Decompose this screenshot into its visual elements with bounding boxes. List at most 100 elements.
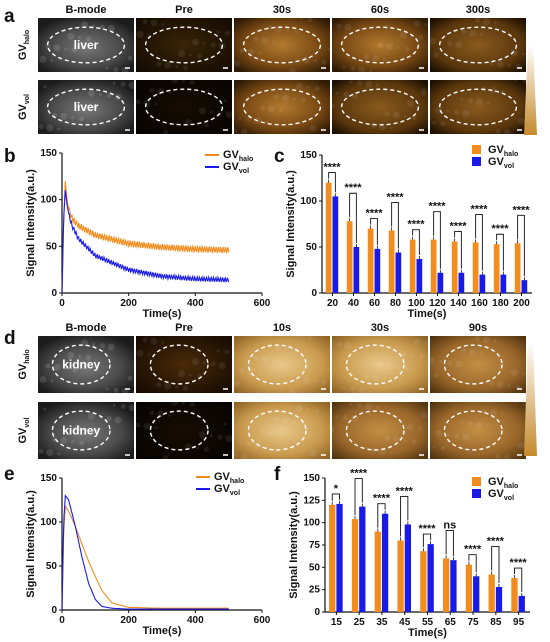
speckle bbox=[36, 16, 40, 20]
speckle bbox=[343, 414, 349, 420]
speckle bbox=[210, 361, 216, 367]
legend-label-vol-main: GV bbox=[214, 483, 231, 495]
bar-GVvol-20 bbox=[332, 196, 339, 293]
speckle bbox=[64, 47, 68, 51]
legend-label-vol-main: GV bbox=[223, 161, 240, 173]
roi-ellipse bbox=[340, 88, 420, 126]
speckle bbox=[342, 65, 346, 69]
speckle bbox=[488, 380, 494, 386]
speckle bbox=[106, 416, 112, 422]
speckle bbox=[218, 361, 226, 369]
intensity-scale-a bbox=[524, 45, 537, 135]
speckle bbox=[217, 434, 223, 440]
significance-bracket bbox=[412, 229, 420, 255]
significance-bracket bbox=[370, 218, 378, 245]
significance-label: **** bbox=[510, 557, 528, 569]
speckle bbox=[272, 40, 276, 44]
bar-GVvol-35 bbox=[381, 513, 389, 612]
speckle bbox=[382, 57, 386, 61]
speckle bbox=[127, 55, 133, 61]
speckle bbox=[517, 117, 525, 125]
x-axis-label: Time(s) bbox=[408, 308, 447, 320]
bar-GVvol-140 bbox=[458, 272, 465, 293]
speckle bbox=[64, 367, 68, 371]
speckle bbox=[306, 85, 310, 89]
speckle bbox=[265, 444, 269, 448]
column-header-90s: 90s bbox=[469, 322, 487, 334]
speckle bbox=[274, 93, 280, 99]
bar-GVvol-120 bbox=[437, 272, 444, 293]
y-tick-label: 150 bbox=[303, 473, 320, 484]
speckle bbox=[521, 372, 525, 376]
speckle bbox=[314, 85, 320, 91]
significance-bracket bbox=[496, 233, 504, 271]
legend-label-halo-main: GV bbox=[488, 144, 505, 156]
series-line-GVvol bbox=[61, 190, 230, 294]
speckle bbox=[164, 61, 172, 69]
significance-label: **** bbox=[323, 162, 341, 174]
speckle bbox=[149, 410, 155, 416]
legend-swatch-halo bbox=[472, 145, 481, 154]
roi-ellipse bbox=[340, 26, 420, 64]
speckle bbox=[39, 55, 47, 63]
speckle bbox=[382, 378, 386, 382]
speckle bbox=[351, 92, 359, 100]
speckle bbox=[384, 111, 390, 117]
speckle bbox=[113, 387, 119, 393]
significance-bracket bbox=[422, 533, 432, 548]
speckle bbox=[389, 126, 393, 130]
speckle bbox=[496, 60, 504, 68]
speckle bbox=[127, 375, 133, 381]
row-label-sub: vol bbox=[24, 417, 31, 427]
row-label-halo: GVhalo bbox=[17, 349, 31, 379]
bar-GVhalo-85 bbox=[488, 574, 495, 612]
bar-GVvol-80 bbox=[395, 252, 402, 293]
speckle bbox=[120, 403, 126, 409]
legend-swatch-vol bbox=[472, 489, 481, 498]
row-label-main: GV bbox=[17, 44, 29, 61]
ultrasound-image bbox=[430, 18, 526, 72]
roi-ellipse bbox=[242, 88, 322, 126]
speckle bbox=[475, 336, 481, 342]
speckle bbox=[335, 91, 339, 95]
roi-ellipse bbox=[345, 410, 405, 451]
speckle bbox=[358, 386, 366, 394]
significance-bracket bbox=[331, 493, 340, 501]
roi-ellipse bbox=[149, 344, 209, 385]
speckle bbox=[350, 386, 356, 392]
speckle bbox=[128, 404, 136, 412]
speckle bbox=[349, 402, 353, 406]
speckle bbox=[188, 373, 192, 377]
speckle bbox=[343, 92, 349, 98]
legend-swatch-vol bbox=[472, 157, 481, 166]
x-tick-label: 45 bbox=[399, 617, 411, 628]
roi-ellipse bbox=[438, 26, 518, 64]
x-tick-label: 0 bbox=[59, 615, 65, 626]
speckle bbox=[178, 370, 186, 378]
speckle bbox=[482, 336, 490, 344]
speckle bbox=[327, 367, 331, 371]
speckle bbox=[121, 67, 129, 75]
speckle bbox=[309, 125, 317, 133]
speckle bbox=[198, 431, 206, 439]
speckle bbox=[189, 79, 195, 85]
roi-ellipse bbox=[51, 344, 111, 385]
bar-GVhalo-200 bbox=[514, 243, 521, 293]
organ-label: kidney bbox=[62, 358, 100, 372]
significance-label: **** bbox=[350, 468, 368, 480]
speckle bbox=[87, 89, 95, 97]
speckle bbox=[113, 67, 119, 73]
speckle bbox=[36, 334, 40, 338]
speckle bbox=[510, 369, 518, 377]
x-tick-label: 200 bbox=[120, 615, 137, 626]
ultrasound-image bbox=[430, 402, 526, 459]
significance-bracket bbox=[433, 211, 441, 269]
significance-bracket bbox=[517, 214, 525, 277]
speckle bbox=[203, 446, 209, 452]
speckle bbox=[106, 93, 112, 99]
speckle bbox=[503, 454, 511, 462]
speckle bbox=[377, 362, 383, 368]
speckle bbox=[60, 436, 68, 444]
speckle bbox=[468, 421, 474, 427]
